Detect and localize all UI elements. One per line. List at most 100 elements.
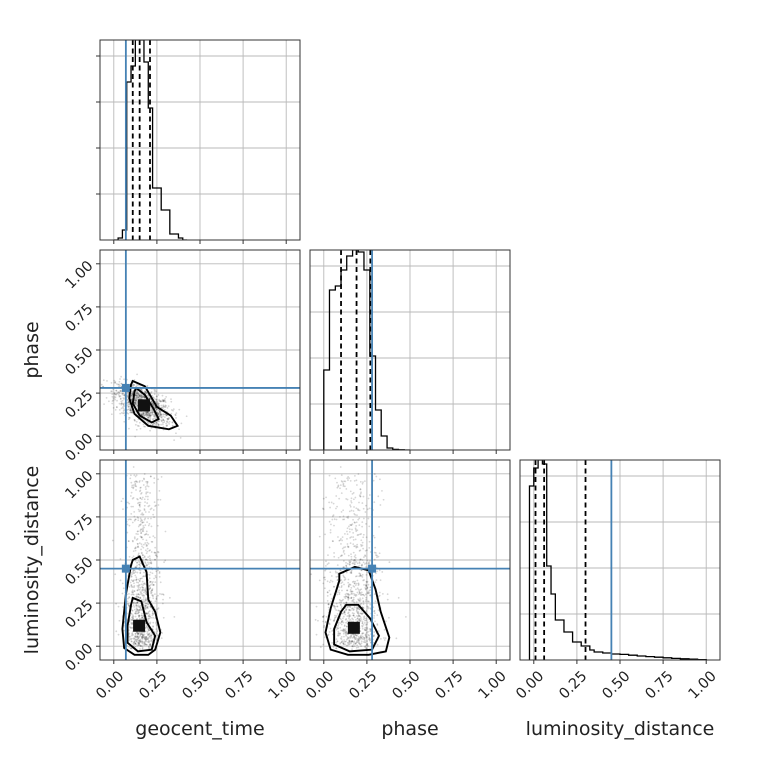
sample-point bbox=[365, 566, 367, 568]
sample-point bbox=[365, 504, 367, 507]
sample-point bbox=[364, 629, 367, 632]
sample-point bbox=[110, 390, 113, 393]
sample-point bbox=[149, 492, 151, 494]
sample-point bbox=[135, 636, 138, 639]
sample-point bbox=[385, 620, 387, 623]
y-axis-label-phase: phase bbox=[21, 321, 43, 378]
sample-point bbox=[171, 421, 174, 424]
sample-point bbox=[128, 632, 131, 635]
sample-point bbox=[130, 584, 133, 587]
sample-point bbox=[358, 591, 361, 594]
sample-point bbox=[337, 632, 340, 635]
sample-point bbox=[335, 609, 338, 611]
sample-point bbox=[352, 498, 355, 501]
sample-point bbox=[130, 637, 133, 640]
sample-point bbox=[341, 619, 344, 622]
sample-point bbox=[165, 395, 168, 398]
sample-point bbox=[339, 555, 342, 558]
sample-point bbox=[346, 636, 349, 639]
sample-point bbox=[162, 421, 164, 424]
sample-point bbox=[159, 414, 162, 416]
sample-point bbox=[144, 390, 147, 393]
sample-point bbox=[94, 374, 96, 376]
sample-point bbox=[369, 594, 372, 597]
sample-point bbox=[147, 505, 150, 508]
sample-point bbox=[347, 614, 350, 617]
sample-point bbox=[362, 536, 365, 539]
x-tick-label: 0.25 bbox=[346, 668, 380, 702]
sample-point bbox=[161, 632, 164, 634]
sample-point bbox=[346, 589, 348, 592]
sample-point bbox=[132, 550, 135, 553]
sample-point bbox=[148, 523, 151, 525]
sample-point bbox=[365, 585, 368, 587]
sample-point bbox=[322, 615, 325, 618]
sample-point bbox=[156, 395, 158, 398]
sample-point bbox=[175, 417, 177, 419]
sample-point bbox=[122, 587, 125, 590]
sample-point bbox=[346, 615, 349, 617]
sample-point bbox=[365, 523, 367, 525]
sample-point bbox=[352, 614, 355, 617]
x-tick-label: 1.00 bbox=[686, 668, 720, 702]
sample-point bbox=[366, 559, 369, 562]
sample-point bbox=[137, 586, 140, 589]
sample-point bbox=[336, 505, 338, 508]
sample-point bbox=[358, 590, 361, 593]
sample-point bbox=[148, 584, 151, 587]
sample-point bbox=[137, 612, 140, 615]
sample-point bbox=[149, 637, 152, 640]
sample-point bbox=[353, 585, 356, 588]
sample-point bbox=[344, 595, 347, 598]
sample-point bbox=[142, 524, 145, 527]
sample-point bbox=[132, 540, 134, 543]
sample-point bbox=[361, 625, 364, 628]
sample-point bbox=[144, 511, 147, 513]
sample-point bbox=[340, 586, 343, 589]
sample-point bbox=[128, 596, 131, 599]
sample-point bbox=[129, 409, 132, 411]
sample-point bbox=[361, 563, 364, 566]
sample-point bbox=[144, 605, 147, 608]
sample-point bbox=[136, 395, 138, 398]
sample-point bbox=[157, 551, 160, 554]
sample-point bbox=[115, 389, 118, 392]
sample-point bbox=[348, 510, 351, 513]
sample-point bbox=[140, 536, 143, 538]
sample-point bbox=[156, 401, 159, 404]
sample-point bbox=[131, 384, 134, 387]
sample-point bbox=[155, 421, 158, 424]
sample-point bbox=[333, 524, 335, 527]
sample-point bbox=[362, 641, 365, 643]
sample-point bbox=[138, 639, 141, 642]
sample-point bbox=[143, 588, 146, 591]
sample-point bbox=[143, 396, 146, 399]
sample-point bbox=[144, 590, 147, 593]
sample-point bbox=[345, 634, 348, 637]
sample-point bbox=[332, 646, 335, 648]
sample-point bbox=[146, 498, 149, 501]
sample-point bbox=[364, 587, 367, 590]
sample-point bbox=[118, 391, 121, 393]
sample-point bbox=[331, 630, 333, 632]
sample-point bbox=[185, 415, 188, 418]
sample-point bbox=[343, 553, 346, 555]
sample-point bbox=[142, 530, 145, 533]
sample-point bbox=[135, 631, 138, 634]
sample-point bbox=[163, 419, 166, 422]
sample-point bbox=[146, 495, 149, 498]
sample-point bbox=[360, 591, 363, 594]
sample-point bbox=[354, 595, 357, 597]
sample-point bbox=[127, 604, 130, 607]
sample-point bbox=[152, 594, 154, 597]
sample-point bbox=[128, 417, 131, 419]
sample-point bbox=[357, 614, 360, 616]
sample-point bbox=[140, 395, 143, 398]
sample-point bbox=[355, 594, 358, 596]
sample-point bbox=[344, 546, 347, 548]
sample-point bbox=[137, 517, 140, 519]
sample-point bbox=[162, 399, 165, 402]
sample-point bbox=[339, 466, 342, 468]
sample-point bbox=[354, 538, 357, 541]
sample-point bbox=[349, 635, 352, 638]
